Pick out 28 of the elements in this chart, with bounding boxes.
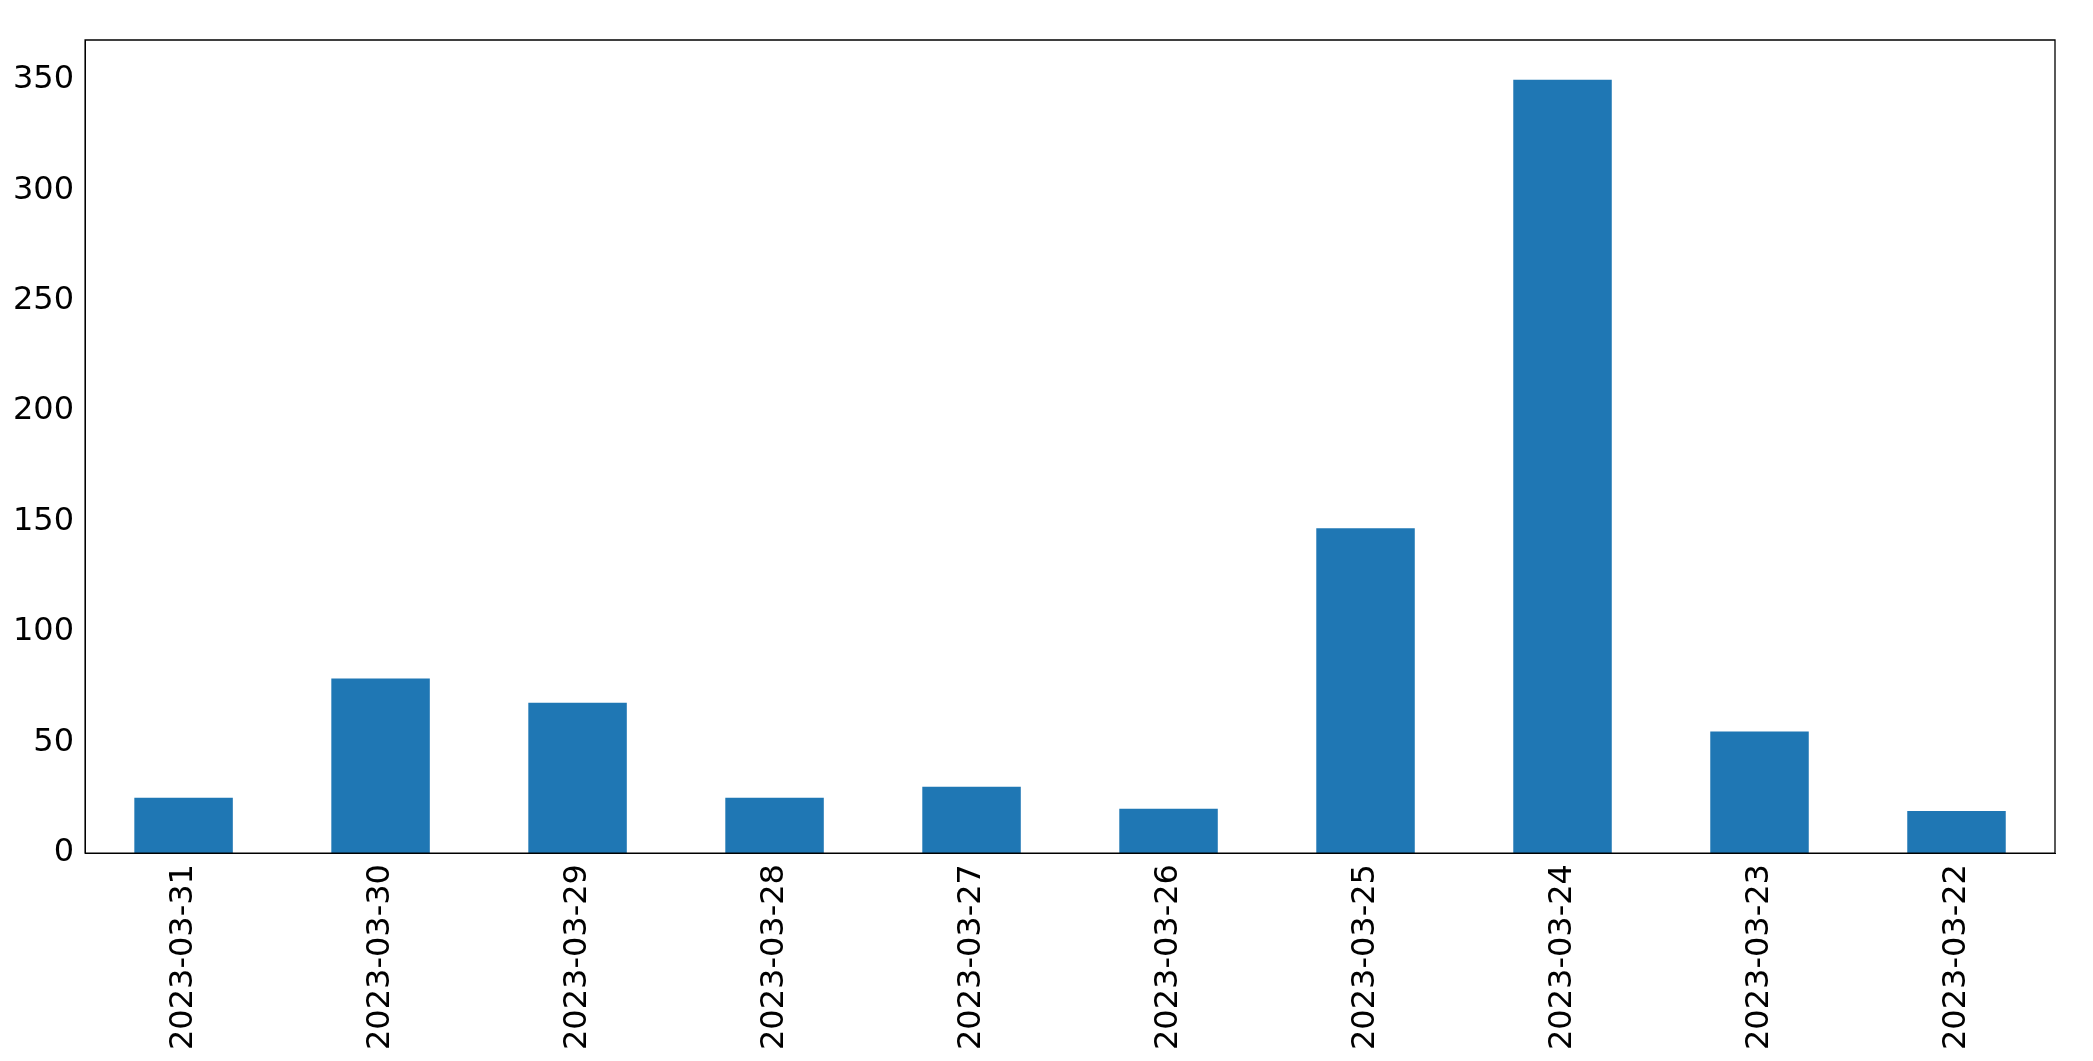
y-tick-label: 350 — [13, 58, 75, 97]
bar — [1119, 808, 1218, 854]
bar — [922, 786, 1021, 854]
y-tick-label: 50 — [33, 720, 75, 759]
y-tick-label: 100 — [13, 610, 75, 649]
bar — [1316, 528, 1415, 854]
x-tick-label: 2023-03-29 — [555, 864, 594, 1050]
bar — [528, 702, 627, 854]
x-tick-label: 2023-03-24 — [1540, 864, 1579, 1050]
bar — [331, 678, 430, 854]
y-tick-label: 300 — [13, 168, 75, 207]
bar — [725, 797, 824, 854]
x-tick-label: 2023-03-28 — [752, 864, 791, 1050]
bar — [134, 797, 233, 854]
x-tick-label: 2023-03-22 — [1934, 864, 1973, 1050]
bar — [1710, 731, 1809, 854]
bar — [1907, 811, 2006, 854]
y-tick-label: 150 — [13, 499, 75, 538]
x-tick-label: 2023-03-30 — [358, 864, 397, 1050]
x-tick-label: 2023-03-25 — [1343, 864, 1382, 1050]
y-tick-label: 200 — [13, 389, 75, 428]
bar — [1513, 79, 1612, 854]
x-tick-label: 2023-03-27 — [949, 864, 988, 1050]
x-tick-label: 2023-03-23 — [1737, 864, 1776, 1050]
y-tick-label: 250 — [13, 279, 75, 318]
x-tick-label: 2023-03-31 — [161, 864, 200, 1050]
x-tick-label: 2023-03-26 — [1146, 864, 1185, 1050]
y-tick-label: 0 — [53, 831, 75, 870]
